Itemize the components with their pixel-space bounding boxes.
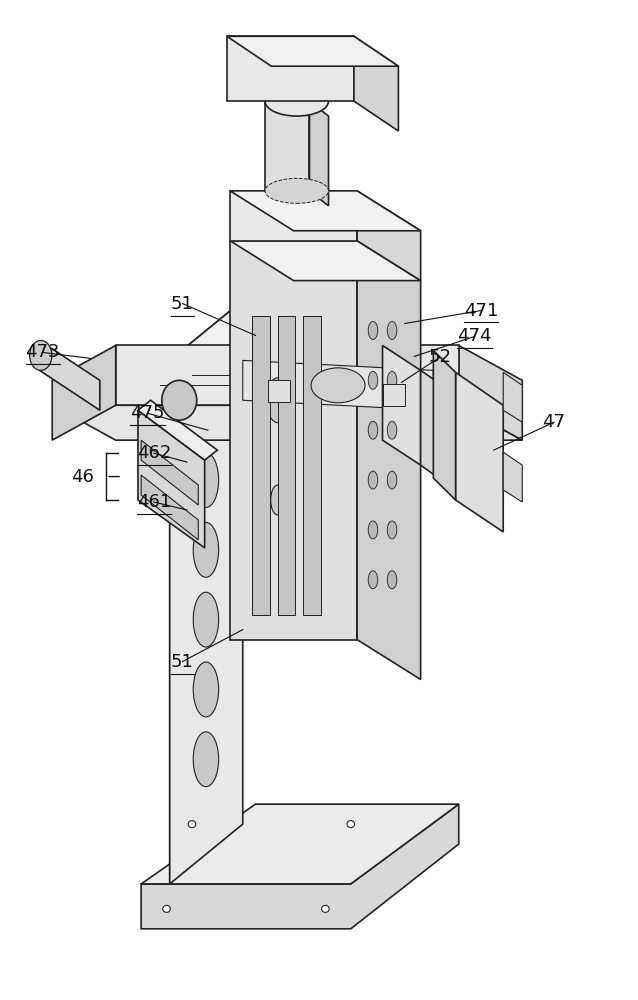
Polygon shape <box>230 191 420 231</box>
Polygon shape <box>115 345 459 405</box>
Ellipse shape <box>311 368 365 403</box>
Polygon shape <box>230 191 357 241</box>
Ellipse shape <box>267 378 289 423</box>
Ellipse shape <box>193 453 219 507</box>
Ellipse shape <box>265 86 329 116</box>
Polygon shape <box>141 804 459 929</box>
FancyBboxPatch shape <box>278 316 295 615</box>
Polygon shape <box>170 301 268 380</box>
Polygon shape <box>433 350 456 500</box>
Polygon shape <box>420 370 452 488</box>
Polygon shape <box>357 241 420 680</box>
Text: 51: 51 <box>171 653 194 671</box>
Ellipse shape <box>387 471 397 489</box>
Polygon shape <box>227 36 398 66</box>
Ellipse shape <box>29 340 52 370</box>
FancyBboxPatch shape <box>383 384 404 406</box>
Polygon shape <box>456 372 503 532</box>
Polygon shape <box>459 345 523 440</box>
Text: 462: 462 <box>137 444 171 462</box>
FancyBboxPatch shape <box>303 316 321 615</box>
Text: 46: 46 <box>71 468 94 486</box>
Polygon shape <box>170 360 195 884</box>
Polygon shape <box>170 301 243 884</box>
Ellipse shape <box>265 178 329 203</box>
Polygon shape <box>354 36 398 131</box>
Ellipse shape <box>347 821 355 828</box>
Polygon shape <box>383 345 420 465</box>
Ellipse shape <box>188 821 196 828</box>
Polygon shape <box>243 360 433 410</box>
Text: 473: 473 <box>26 343 60 361</box>
Ellipse shape <box>193 592 219 647</box>
FancyBboxPatch shape <box>252 316 270 615</box>
Ellipse shape <box>163 905 170 912</box>
Text: 52: 52 <box>428 348 451 366</box>
Polygon shape <box>230 241 420 281</box>
Polygon shape <box>503 372 523 422</box>
Ellipse shape <box>368 321 378 339</box>
Text: 471: 471 <box>464 302 498 320</box>
Polygon shape <box>503 452 523 502</box>
Polygon shape <box>138 400 218 460</box>
Text: 474: 474 <box>457 327 492 345</box>
Polygon shape <box>40 340 100 410</box>
Ellipse shape <box>387 371 397 389</box>
Polygon shape <box>309 101 329 206</box>
Ellipse shape <box>368 521 378 539</box>
Ellipse shape <box>387 571 397 589</box>
Ellipse shape <box>387 421 397 439</box>
Ellipse shape <box>368 571 378 589</box>
Ellipse shape <box>368 371 378 389</box>
Ellipse shape <box>322 905 329 912</box>
Text: 47: 47 <box>542 413 565 431</box>
Polygon shape <box>141 440 198 505</box>
FancyBboxPatch shape <box>268 380 290 402</box>
Text: 51: 51 <box>171 295 194 313</box>
Ellipse shape <box>387 321 397 339</box>
Ellipse shape <box>368 421 378 439</box>
Polygon shape <box>138 410 205 548</box>
Text: 475: 475 <box>130 404 165 422</box>
Ellipse shape <box>271 485 285 515</box>
Text: 461: 461 <box>137 493 171 511</box>
Polygon shape <box>227 36 354 101</box>
Ellipse shape <box>162 380 197 420</box>
Polygon shape <box>52 405 523 440</box>
Ellipse shape <box>193 732 219 787</box>
Ellipse shape <box>387 521 397 539</box>
Ellipse shape <box>193 522 219 577</box>
Ellipse shape <box>368 471 378 489</box>
Ellipse shape <box>193 662 219 717</box>
Polygon shape <box>357 191 420 281</box>
Polygon shape <box>230 241 357 640</box>
Polygon shape <box>265 101 309 191</box>
Polygon shape <box>52 345 115 440</box>
Polygon shape <box>141 475 198 540</box>
Polygon shape <box>141 804 459 884</box>
